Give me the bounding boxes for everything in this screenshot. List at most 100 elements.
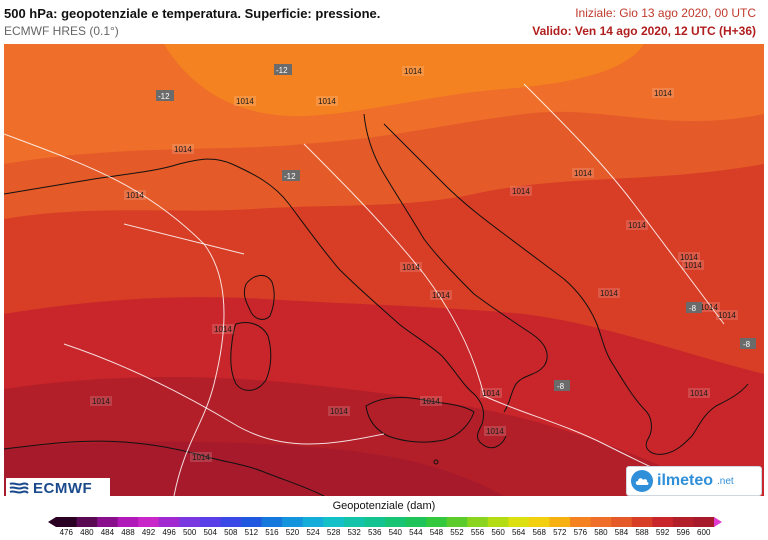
legend-tick-label: 528 <box>326 528 341 537</box>
legend-swatch <box>385 517 407 527</box>
legend-swatch <box>343 517 365 527</box>
legend-tick-label: 544 <box>409 528 423 537</box>
legend-swatch <box>693 517 715 527</box>
legend-tick-label: 512 <box>244 528 259 537</box>
legend-swatch <box>179 517 201 527</box>
legend-swatch <box>508 517 530 527</box>
legend-swatch <box>528 517 550 527</box>
legend-tick-label: 500 <box>182 528 197 537</box>
legend-tick-label: 492 <box>141 528 156 537</box>
isobar-label: 1014 <box>316 96 338 106</box>
legend-tick-label: 488 <box>121 528 135 537</box>
isobar-label: 1014 <box>430 290 452 300</box>
weather-map[interactable]: 1014 1014 1014 1014 1014 1014 1014 1014 … <box>4 44 764 496</box>
legend-swatch <box>199 517 221 527</box>
svg-text:-12: -12 <box>276 66 288 75</box>
svg-text:-8: -8 <box>689 304 697 313</box>
legend-swatch <box>323 517 345 527</box>
svg-text:-12: -12 <box>284 172 296 181</box>
legend-swatch <box>590 517 612 527</box>
svg-text:1014: 1014 <box>574 169 592 178</box>
legend-tick-label: 532 <box>347 528 361 537</box>
coastlines <box>4 113 749 496</box>
svg-text:1014: 1014 <box>690 389 708 398</box>
svg-text:-12: -12 <box>158 92 170 101</box>
temperature-label: -8 <box>740 338 756 349</box>
legend-swatch <box>405 517 427 527</box>
legend-title: Geopotenziale (dam) <box>332 500 436 512</box>
svg-text:1014: 1014 <box>680 253 698 262</box>
svg-text:1014: 1014 <box>432 291 450 300</box>
legend-arrow-high <box>714 517 722 527</box>
isobar-label: 1014 <box>212 324 234 334</box>
band-576 <box>164 44 644 117</box>
legend-swatch <box>117 517 139 527</box>
isobar-label: 1014 <box>572 168 594 178</box>
legend-tick-label: 548 <box>429 528 444 537</box>
legend-tick-label: 540 <box>388 528 402 537</box>
svg-text:1014: 1014 <box>174 145 192 154</box>
legend-swatch <box>446 517 468 527</box>
legend-swatch <box>97 517 119 527</box>
ilmeteo-logo-text: ilmeteo <box>657 472 714 489</box>
isobar-label: 1014 <box>688 388 710 398</box>
legend-tick-label: 536 <box>368 528 382 537</box>
isobar-label: 1014 <box>484 426 506 436</box>
legend-tick-labels: 476 480 484 488 492 496 500 504 508 512 516 520 524 5… <box>0 528 768 540</box>
ilmeteo-logo-tld: .net <box>717 475 734 487</box>
legend-tick-label: 520 <box>285 528 300 537</box>
isobar-label: 1014 <box>678 252 700 262</box>
isobar-label: 1014 <box>328 406 350 416</box>
temperature-label: -12 <box>156 90 174 101</box>
legend-swatch <box>549 517 571 527</box>
isobar-label: 1014 <box>190 452 212 462</box>
legend-tick-label: 572 <box>553 528 567 537</box>
ilmeteo-logo[interactable]: ilmeteo .net <box>626 466 762 496</box>
legend-colorbar-svg <box>48 517 722 527</box>
isobar-label: 1014 <box>420 396 442 406</box>
legend-swatch <box>261 517 283 527</box>
temperature-label: -8 <box>686 302 702 313</box>
legend-swatch <box>467 517 489 527</box>
legend-swatch <box>76 517 98 527</box>
legend-tick-label: 592 <box>655 528 670 537</box>
legend-swatch <box>487 517 509 527</box>
legend-swatch <box>672 517 694 527</box>
svg-text:1014: 1014 <box>684 261 702 270</box>
legend-tick-label: 564 <box>511 528 526 537</box>
temperature-labels: -12 -12 -12 -8 -8 -8 <box>156 64 756 391</box>
svg-text:1014: 1014 <box>192 453 210 462</box>
legend-tick-label: 596 <box>676 528 690 537</box>
legend-tick-label: 584 <box>614 528 629 537</box>
isobar-label: 1014 <box>90 396 112 406</box>
legend-tick-label: 476 <box>59 528 73 537</box>
isobar-label: 1014 <box>682 260 704 270</box>
svg-text:1014: 1014 <box>318 97 336 106</box>
weather-map-canvas: 1014 1014 1014 1014 1014 1014 1014 1014 … <box>4 44 764 496</box>
legend-swatch <box>631 517 653 527</box>
legend-tick-label: 588 <box>635 528 649 537</box>
svg-text:1014: 1014 <box>486 427 504 436</box>
init-time: Iniziale: Gio 13 ago 2020, 00 UTC <box>575 6 756 20</box>
ecmwf-logo-text: ECMWF <box>33 479 93 497</box>
legend-tick-label: 552 <box>450 528 464 537</box>
legend-swatch <box>364 517 386 527</box>
legend-tick-label: 484 <box>100 528 115 537</box>
isobar-label: 1014 <box>400 262 422 272</box>
isobar-label: 1014 <box>234 96 256 106</box>
legend-swatch <box>241 517 263 527</box>
legend-swatch <box>158 517 180 527</box>
isobar-label: 1014 <box>652 88 674 98</box>
svg-text:1014: 1014 <box>600 289 618 298</box>
svg-text:1014: 1014 <box>422 397 440 406</box>
legend-swatch <box>302 517 324 527</box>
svg-text:1014: 1014 <box>126 191 144 200</box>
ecmwf-logo: ECMWF <box>6 478 110 498</box>
legend-tick-label: 560 <box>491 528 505 537</box>
legend-swatch <box>282 517 304 527</box>
isobar-label: 1014 <box>172 144 194 154</box>
legend-tick-label: 556 <box>470 528 485 537</box>
svg-text:1014: 1014 <box>214 325 232 334</box>
isobar-label: 1014 <box>124 190 146 200</box>
legend-swatch <box>138 517 160 527</box>
